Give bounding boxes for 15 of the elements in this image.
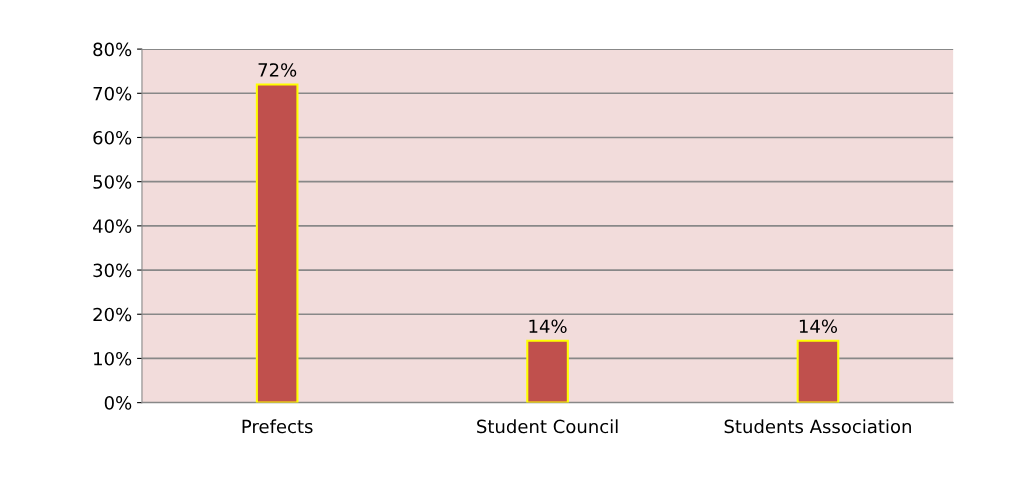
y-tick-label: 20% [93,307,132,322]
data-label: 14% [529,319,567,334]
y-tick-label: 0% [104,396,132,410]
x-tick-label: Student Council [477,419,618,434]
x-tick-label: Prefects [242,419,313,434]
y-tick-label: 30% [93,263,132,278]
y-tick-label: 50% [93,175,132,189]
x-tick-label: Students Association [724,419,911,434]
data-label: 72% [258,63,297,77]
y-tick-label: 70% [93,86,132,101]
data-label: 14% [799,319,838,334]
y-tick-label: 60% [93,130,132,145]
y-tick-label: 10% [94,351,132,366]
y-tick-label: 80% [93,42,132,57]
y-tick-label: 40% [92,219,132,233]
